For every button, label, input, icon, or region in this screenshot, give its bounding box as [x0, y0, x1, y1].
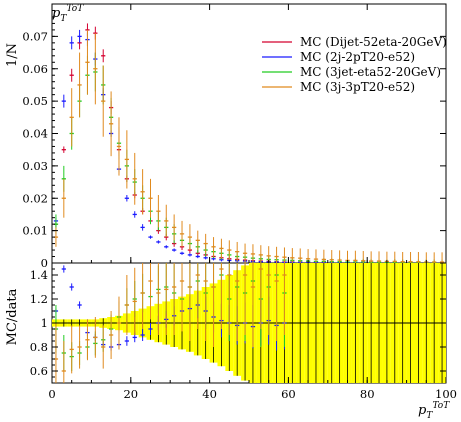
- series: [53, 263, 287, 383]
- axes-layer: 0 0.01 0.02 0.03 0.04 0.05 0.06 0.07 0.6 0.8 1 1.2 1…: [22, 3, 457, 401]
- main-series-layer: [53, 23, 445, 263]
- legend-entry: MC (3jet-eta52-20GeV): [300, 65, 441, 79]
- main-y-tick-label: 0.05: [22, 94, 48, 108]
- x-tick-label: 60: [281, 387, 296, 401]
- x-tick-label: 20: [123, 387, 138, 401]
- ratio-y-tick-label: 0.8: [30, 340, 48, 354]
- main-y-tick-label: 0.01: [22, 224, 48, 238]
- legend-entry: MC (3j-3pT20-e52): [300, 80, 415, 94]
- x-tick-label: 40: [202, 387, 217, 401]
- main-y-tick-label: 0.03: [22, 159, 48, 173]
- main-y-tick-label: 0.02: [22, 191, 48, 205]
- legend-entry: MC (Dijet-52eta-20GeV): [300, 35, 447, 49]
- main-y-tick-label: 0.07: [22, 29, 48, 43]
- legend: MC (Dijet-52eta-20GeV)MC (2j-2pT20-e52)M…: [262, 35, 447, 94]
- ratio-y-tick-label: 1.2: [30, 292, 48, 306]
- ratio-y-tick-label: 1: [41, 316, 48, 330]
- x-tick-label: 80: [360, 387, 375, 401]
- ratio-y-axis-label: MC/data: [5, 288, 20, 345]
- ratio-y-tick-label: 0.6: [30, 364, 48, 378]
- plot-title: pTToT: [52, 4, 84, 24]
- ratio-series-layer: [53, 263, 287, 383]
- main-y-tick-label: 0: [41, 256, 48, 270]
- legend-entry: MC (2j-2pT20-e52): [300, 50, 415, 64]
- x-tick-label: 100: [435, 387, 457, 401]
- ratio-y-tick-label: 1.4: [30, 268, 48, 282]
- main-y-axis-label: 1/N: [5, 43, 20, 67]
- main-y-tick-label: 0.06: [22, 62, 48, 76]
- main-y-tick-label: 0.04: [22, 127, 48, 141]
- x-tick-label: 0: [48, 387, 55, 401]
- x-axis-label: pTToT: [418, 401, 450, 421]
- series: [53, 29, 445, 263]
